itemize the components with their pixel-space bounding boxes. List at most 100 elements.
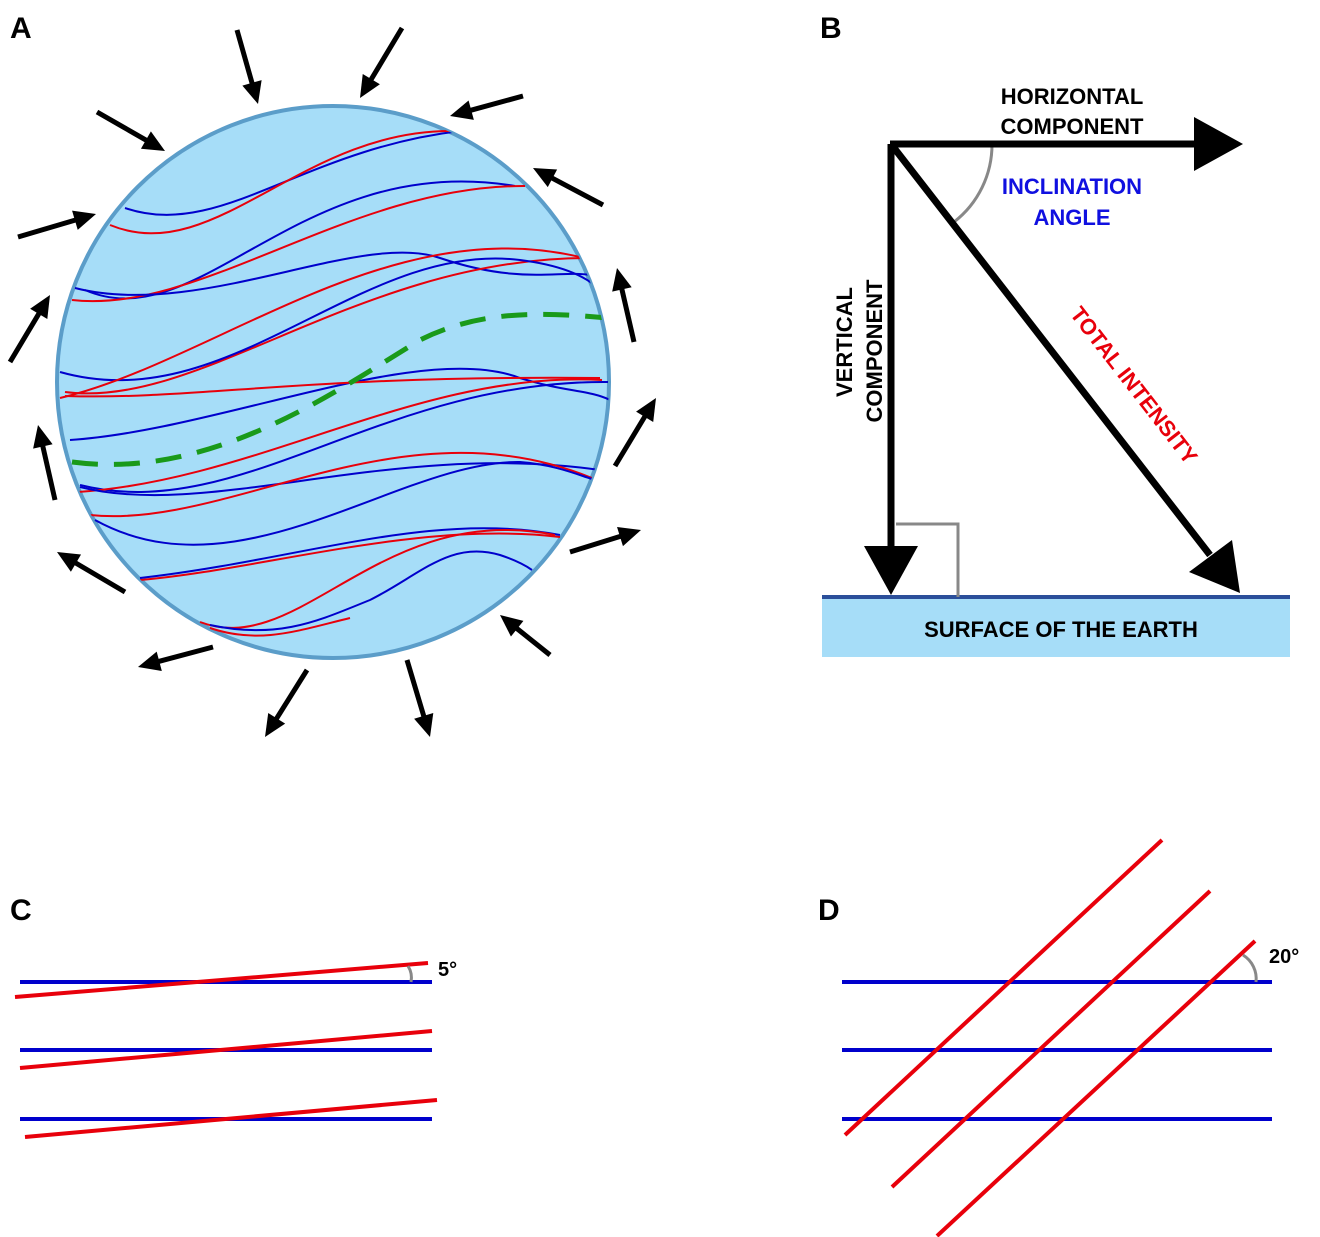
red-line-3: [24, 1098, 438, 1139]
red-field-line: [89, 451, 593, 518]
field-arrowhead: [414, 713, 434, 737]
field-arrow-shaft: [404, 659, 427, 719]
field-arrow-shaft: [612, 413, 648, 468]
field-arrow: [569, 526, 641, 555]
magnetic-equator-dashed-line: [71, 311, 609, 467]
field-arrow: [500, 615, 552, 657]
angle-arc-5: [406, 965, 413, 983]
field-arrow-shaft: [619, 286, 637, 343]
red-line-2: [890, 889, 1212, 1189]
field-arrowhead: [30, 295, 50, 320]
horizontal-component-label-line1: HORIZONTAL: [1001, 84, 1144, 109]
horizontal-component-label-line2: COMPONENT: [1001, 114, 1145, 139]
field-arrowhead: [33, 425, 53, 449]
field-arrow-shaft: [39, 443, 58, 501]
blue-field-line: [79, 380, 609, 493]
panel-c: C 5°: [10, 894, 457, 1139]
field-arrow: [612, 398, 656, 468]
blue-field-line: [124, 130, 461, 216]
total-intensity-arrow-shaft: [888, 141, 1213, 558]
field-arrow-shaft: [17, 217, 78, 240]
inclination-angle-label-line2: ANGLE: [1034, 205, 1111, 230]
field-arrow: [234, 29, 262, 104]
inclination-angle-arc: [953, 143, 994, 224]
right-angle-marker: [896, 522, 960, 597]
field-arrowhead: [450, 100, 474, 120]
field-arrow-shaft: [156, 644, 214, 665]
earth-sphere: [55, 104, 611, 660]
red-field-line: [209, 617, 351, 637]
vertical-component-label-line2: COMPONENT: [862, 279, 887, 423]
field-arrowhead: [140, 131, 165, 151]
blue-field-line: [79, 462, 601, 497]
red-field-line: [199, 528, 556, 629]
field-arrowhead: [617, 526, 641, 547]
panel-a-label: A: [10, 12, 32, 45]
red-field-line: [64, 376, 601, 398]
total-intensity-label: TOTAL INTENSITY: [1065, 302, 1203, 469]
field-arrow: [533, 168, 605, 208]
red-field-line: [71, 184, 526, 303]
vertical-component-arrowhead: [864, 546, 918, 595]
field-arrow: [612, 268, 637, 343]
vertical-component-label-line1: VERTICAL: [832, 287, 857, 397]
red-line-3: [935, 939, 1257, 1237]
field-arrowhead: [138, 651, 162, 671]
red-line-1: [843, 838, 1164, 1137]
panel-c-label: C: [10, 894, 32, 927]
blue-field-line: [209, 550, 533, 632]
field-arrow-shaft: [468, 93, 524, 114]
panel-d-label: D: [818, 894, 840, 927]
earth-surface-strip: [822, 597, 1290, 657]
red-line-2: [19, 1029, 433, 1070]
field-arrow: [95, 109, 165, 151]
field-arrow-shaft: [234, 29, 255, 86]
blue-field-line: [59, 257, 601, 382]
inclination-angle-label-line1: INCLINATION: [1002, 174, 1142, 199]
red-line-1: [14, 961, 429, 999]
field-arrowhead: [500, 615, 524, 637]
red-field-line: [139, 532, 561, 581]
blue-field-line: [69, 367, 609, 441]
panel-b-label: B: [820, 12, 842, 45]
angle-label-20: 20°: [1269, 946, 1299, 968]
field-arrow: [33, 425, 58, 501]
field-arrow: [138, 644, 214, 671]
field-arrow: [265, 668, 310, 737]
field-lines: [59, 129, 609, 637]
field-arrow-shaft: [514, 625, 552, 657]
blue-field-line: [94, 460, 597, 546]
field-arrowhead: [265, 713, 286, 737]
field-arrow: [450, 93, 524, 120]
field-arrow: [404, 659, 434, 737]
field-arrow-shaft: [273, 668, 310, 722]
field-arrows: [7, 26, 656, 737]
panel-a: A: [7, 12, 656, 737]
field-arrow: [17, 210, 96, 240]
panel-b: B SURFACE OF THE EARTH HORIZONTAL COMPON…: [820, 12, 1290, 657]
surface-label: SURFACE OF THE EARTH: [924, 617, 1198, 642]
field-arrowhead: [360, 73, 380, 98]
angle-arc-20: [1242, 953, 1258, 983]
field-arrowhead: [242, 80, 262, 104]
field-arrow-shaft: [95, 109, 149, 144]
horizontal-component-arrowhead: [1194, 117, 1243, 171]
blue-field-line: [139, 527, 561, 579]
field-arrow: [7, 295, 50, 364]
field-arrowhead: [612, 268, 632, 292]
red-field-line: [59, 247, 603, 399]
blue-field-line: [74, 251, 591, 296]
field-arrow: [57, 552, 127, 595]
panel-d: D 20°: [818, 838, 1299, 1237]
field-arrowhead: [72, 210, 96, 230]
total-intensity-arrowhead: [1189, 540, 1240, 593]
field-arrow-shaft: [549, 175, 605, 208]
field-arrowhead: [636, 398, 656, 423]
field-arrowhead: [533, 168, 558, 188]
field-arrow-shaft: [368, 26, 405, 83]
field-arrow-shaft: [72, 559, 127, 595]
field-arrow: [360, 26, 405, 98]
field-arrow-shaft: [569, 533, 623, 555]
angle-label-5: 5°: [438, 959, 457, 981]
